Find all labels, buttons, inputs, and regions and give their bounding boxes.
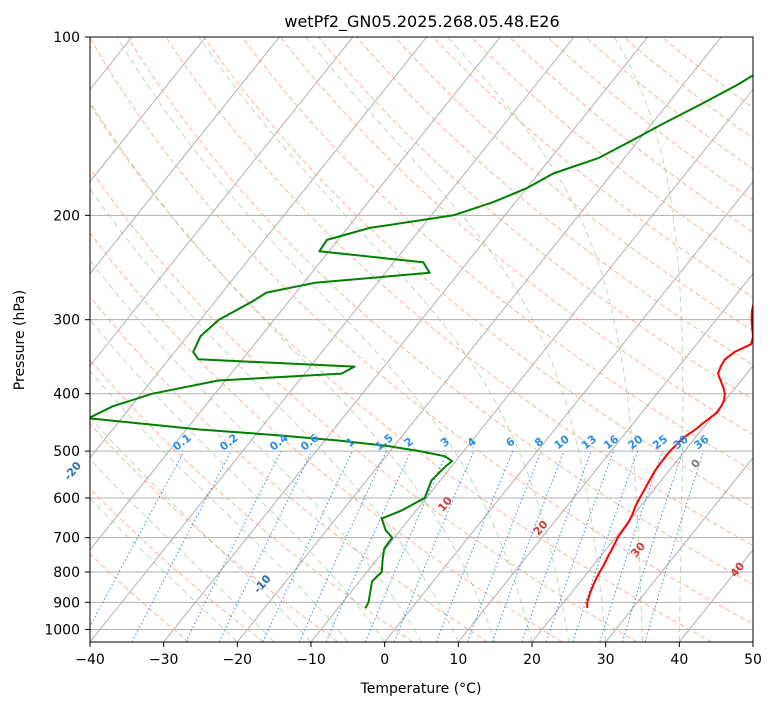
lines-layer xyxy=(90,74,753,609)
y-tick-label: 1000 xyxy=(44,622,80,638)
x-tick-label: 10 xyxy=(449,652,467,668)
axis-ticks: −40 −30 −20 −10 0 10 20 30 40 50 100 200 300 400 500 60… xyxy=(44,30,762,668)
x-tick-label: −10 xyxy=(296,652,326,668)
moist-adiabat-line xyxy=(198,37,570,642)
dry-adiabat-line xyxy=(90,487,264,642)
isotherm-line xyxy=(163,37,649,642)
isotherm-line xyxy=(90,37,354,367)
moist-adiabat-line xyxy=(613,37,684,642)
grid-layer xyxy=(90,37,753,642)
isotherm-line xyxy=(90,37,428,459)
y-tick-label: 900 xyxy=(53,595,80,611)
moist-adiabat-line xyxy=(447,37,643,642)
mixing-ratio-line xyxy=(364,450,448,642)
y-tick-label: 600 xyxy=(53,491,80,507)
y-tick-label: 100 xyxy=(53,30,80,46)
x-axis-label: Temperature (°C) xyxy=(360,681,482,697)
x-tick-label: 50 xyxy=(744,652,762,668)
y-tick-label: 800 xyxy=(53,565,80,581)
moist-adiabat-line xyxy=(90,370,349,642)
dry-adiabat-line xyxy=(90,423,339,642)
mixing-ratio-line xyxy=(262,450,353,642)
isotherm-line xyxy=(90,37,207,183)
mixing-ratio-line xyxy=(644,450,705,642)
dry-adiabat-line xyxy=(318,37,753,401)
y-axis-label: Pressure (hPa) xyxy=(12,290,28,390)
mixing-ratio-line xyxy=(545,450,614,642)
y-tick-label: 300 xyxy=(53,313,80,329)
dry-adiabat-line xyxy=(90,295,488,642)
moist-adiabat-line xyxy=(90,497,238,642)
isotherm-line xyxy=(310,88,753,642)
dry-adiabat-line xyxy=(127,37,753,585)
mixing-ratio-line xyxy=(298,450,387,642)
x-tick-label: −20 xyxy=(223,652,253,668)
isotherm-line xyxy=(605,457,753,642)
dry-adiabat-line xyxy=(470,37,753,265)
x-tick-label: 0 xyxy=(380,652,389,668)
mixing-ratio-line xyxy=(621,450,684,642)
x-tick-label: 30 xyxy=(597,652,615,668)
y-tick-label: 200 xyxy=(53,208,80,224)
moist-adiabat-line xyxy=(90,100,496,642)
moist-adiabat-line xyxy=(305,37,607,642)
dewpoint-profile-line xyxy=(90,74,753,609)
dry-adiabat-line xyxy=(90,231,563,642)
dry-adiabat-line xyxy=(90,359,414,642)
dry-adiabat-line xyxy=(90,37,753,625)
dry-adiabat-line xyxy=(90,167,638,642)
chart-title: wetPf2_GN05.2025.268.05.48.E26 xyxy=(284,12,559,32)
mixing-ratio-line xyxy=(393,450,475,642)
mixing-ratio-line xyxy=(599,450,663,642)
temperature-profile-line xyxy=(586,301,753,609)
dry-adiabat-line xyxy=(394,37,753,332)
moist-adiabat-line xyxy=(90,188,459,642)
x-tick-label: 20 xyxy=(523,652,541,668)
mixing-ratio-line xyxy=(572,450,639,642)
y-tick-label: 400 xyxy=(53,387,80,403)
x-tick-label: −30 xyxy=(149,652,179,668)
mixing-ratio-line xyxy=(325,450,412,642)
isotherm-line xyxy=(90,37,501,551)
x-tick-label: 40 xyxy=(670,652,688,668)
plot-frame xyxy=(89,36,754,643)
y-tick-label: 500 xyxy=(53,444,80,460)
x-tick-label: −40 xyxy=(75,652,105,668)
dry-adiabat-line xyxy=(203,37,753,509)
isotherm-line xyxy=(531,364,753,642)
isotherm-line xyxy=(90,37,280,275)
mixing-ratio-line xyxy=(521,450,592,642)
mixing-ratio-line xyxy=(90,450,185,628)
dry-adiabat-line xyxy=(279,37,753,436)
y-tick-label: 700 xyxy=(53,531,80,547)
dry-adiabat-line xyxy=(547,37,753,201)
mixing-ratio-line xyxy=(218,450,313,642)
dry-adiabat-line xyxy=(90,102,712,642)
moist-adiabat-line xyxy=(90,458,275,642)
moist-adiabat-line xyxy=(116,37,533,642)
dry-adiabat-line xyxy=(623,37,753,139)
dry-adiabat-line xyxy=(165,37,753,547)
isotherm-line xyxy=(457,272,753,642)
isotherm-line xyxy=(236,37,722,642)
isotherm-line xyxy=(384,180,753,642)
